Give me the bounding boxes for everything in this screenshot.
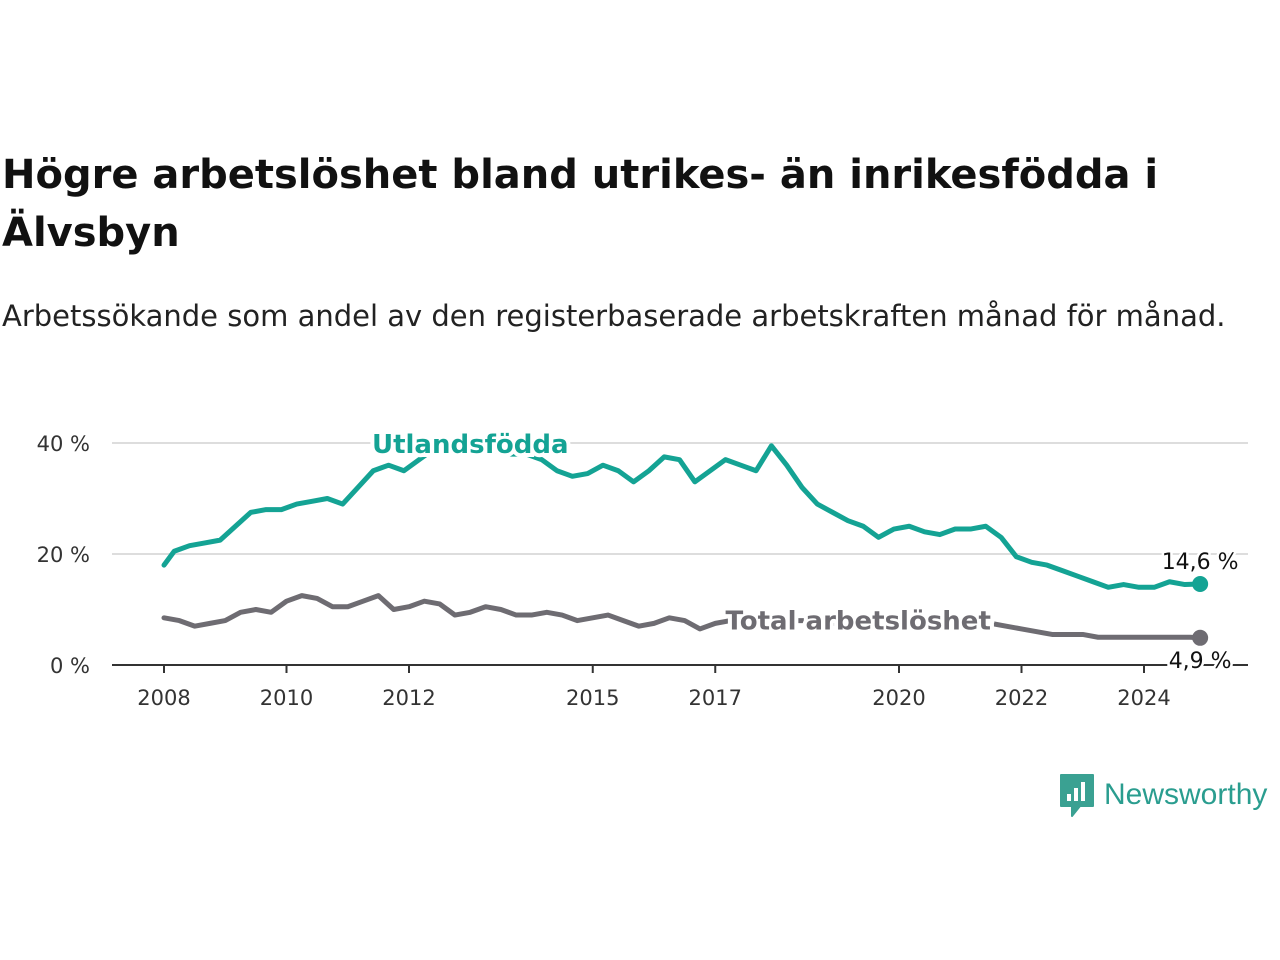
grid-lines: [112, 442, 1248, 666]
y-tick-label: 0 %: [50, 654, 90, 678]
end-point-marker: [1192, 575, 1209, 592]
chart-subtitle: Arbetssökande som andel av den registerb…: [2, 299, 1226, 333]
newsworthy-brand: Newsworthy: [1058, 772, 1267, 818]
line-chart: 0 % 20 % 40 % 2008 2010 2012 2015 2017 2020 2022…: [37, 426, 1248, 710]
series-line-total-arbetsl-shet: [161, 593, 1203, 641]
newsworthy-logo-icon: [1060, 774, 1094, 817]
x-tick-label: 2020: [872, 686, 925, 710]
x-tick-label: 2012: [382, 686, 435, 710]
x-tick-label: 2008: [137, 686, 190, 710]
end-value-label: 4,9 %: [1169, 649, 1232, 674]
chart-title: Högre arbetslöshet bland utrikes- än inr…: [2, 152, 1159, 256]
y-tick-label: 20 %: [37, 543, 90, 567]
x-tick-label: 2017: [689, 686, 742, 710]
end-point-marker: [1192, 629, 1209, 646]
x-tick-label: 2022: [995, 686, 1048, 710]
series-labels: 14,6 % Utlandsfödda 4,9 % Total arbetslöshe…: [368, 426, 1241, 676]
brand-name: Newsworthy: [1104, 778, 1268, 811]
series-lines: [161, 443, 1209, 646]
y-tick-label: 40 %: [37, 432, 90, 456]
series-line-utlandsf-dda: [161, 443, 1203, 590]
x-tick-label: 2010: [260, 686, 313, 710]
x-tick-label: 2015: [566, 686, 619, 710]
end-value-label: 14,6 %: [1162, 550, 1239, 575]
series-name-label: Utlandsfödda: [372, 430, 569, 460]
x-axis-ticks: 2008 2010 2012 2015 2017 2020 2022 2024: [137, 665, 1171, 710]
x-tick-label: 2024: [1117, 686, 1170, 710]
series-name-label: Total arbetslöshet: [725, 607, 990, 637]
y-axis-ticks: 0 % 20 % 40 %: [37, 432, 90, 678]
